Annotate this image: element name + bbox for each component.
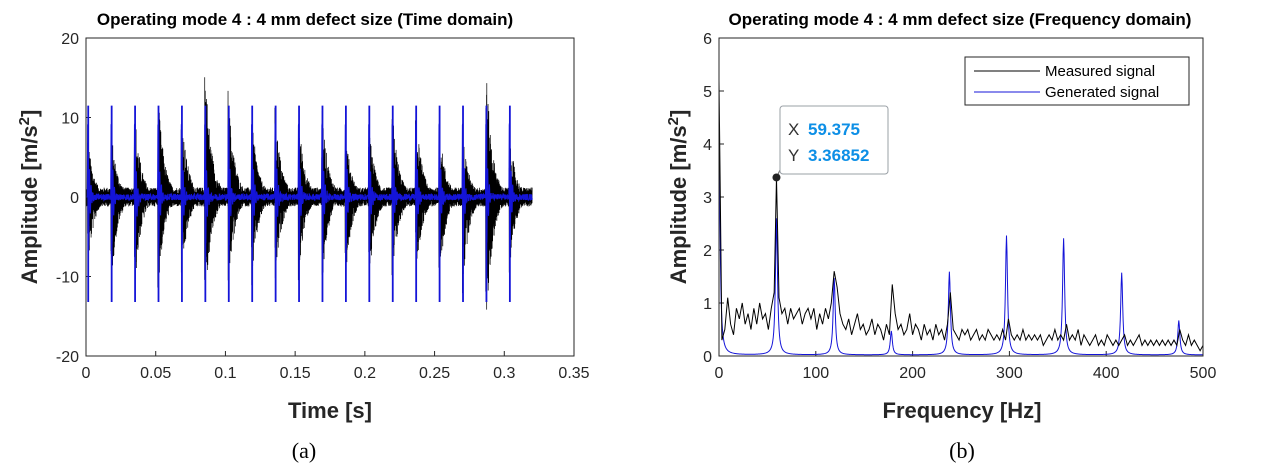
y-tick-label: -10 bbox=[56, 270, 79, 287]
series-measured-time bbox=[85, 77, 533, 310]
y-tick-label: 5 bbox=[703, 84, 712, 101]
x-tick-label: 0.35 bbox=[558, 365, 589, 382]
y-tick-label: 0 bbox=[70, 190, 79, 207]
legend: Measured signal Generated signal bbox=[964, 56, 1190, 106]
series-generated-time bbox=[86, 122, 533, 246]
x-tick-label: 500 bbox=[1190, 365, 1217, 382]
datatip-x-key: X bbox=[788, 120, 799, 139]
time-chart-xlabel: Time [s] bbox=[288, 398, 372, 423]
series-measured-spectrum bbox=[718, 80, 1204, 352]
frequency-domain-chart: Operating mode 4 : 4 mm defect size (Fre… bbox=[665, 10, 1216, 463]
caption-a: (a) bbox=[292, 438, 316, 463]
frequency-chart-ylabel: Amplitude [m/s2] bbox=[665, 110, 691, 285]
y-tick-label: -20 bbox=[56, 349, 79, 366]
datatip[interactable]: X 59.375 Y 3.36852 bbox=[772, 105, 889, 182]
legend-box bbox=[964, 56, 1190, 106]
time-domain-chart: Operating mode 4 : 4 mm defect size (Tim… bbox=[16, 10, 590, 463]
datatip-y-value: 3.36852 bbox=[808, 146, 869, 165]
y-tick-label: 6 bbox=[703, 31, 712, 48]
x-tick-label: 0.25 bbox=[419, 365, 450, 382]
datatip-y-key: Y bbox=[788, 146, 799, 165]
caption-b: (b) bbox=[949, 438, 975, 463]
series-generated-spectrum bbox=[718, 126, 1203, 356]
y-tick-label: 20 bbox=[61, 31, 79, 48]
y-tick-label: 10 bbox=[61, 111, 79, 128]
x-tick-label: 0.2 bbox=[354, 365, 376, 382]
x-tick-label: 200 bbox=[899, 365, 926, 382]
x-tick-label: 0.05 bbox=[140, 365, 171, 382]
y-tick-label: 2 bbox=[703, 243, 712, 260]
x-tick-label: 400 bbox=[1093, 365, 1120, 382]
datatip-x-value: 59.375 bbox=[808, 120, 860, 139]
x-tick-label: 0.15 bbox=[280, 365, 311, 382]
y-tick-label: 4 bbox=[703, 137, 712, 154]
frequency-chart-xlabel: Frequency [Hz] bbox=[883, 398, 1042, 423]
datatip-box bbox=[779, 105, 889, 175]
time-chart-ylabel: Amplitude [m/s2] bbox=[16, 110, 42, 285]
x-tick-label: 0 bbox=[715, 365, 724, 382]
legend-label-measured: Measured signal bbox=[1045, 63, 1155, 80]
y-tick-label: 0 bbox=[703, 349, 712, 366]
time-chart-title: Operating mode 4 : 4 mm defect size (Tim… bbox=[97, 10, 513, 29]
x-tick-label: 0 bbox=[82, 365, 91, 382]
x-tick-label: 100 bbox=[802, 365, 829, 382]
datatip-marker[interactable] bbox=[772, 173, 781, 182]
x-tick-label: 300 bbox=[996, 365, 1023, 382]
y-tick-label: 1 bbox=[703, 296, 712, 313]
x-tick-label: 0.3 bbox=[493, 365, 515, 382]
x-tick-label: 0.1 bbox=[214, 365, 236, 382]
y-tick-label: 3 bbox=[703, 190, 712, 207]
legend-label-generated: Generated signal bbox=[1045, 84, 1159, 101]
frequency-chart-title: Operating mode 4 : 4 mm defect size (Fre… bbox=[729, 10, 1192, 29]
frequency-chart-axes-box bbox=[718, 37, 1204, 357]
time-chart-axes-box bbox=[85, 37, 575, 357]
